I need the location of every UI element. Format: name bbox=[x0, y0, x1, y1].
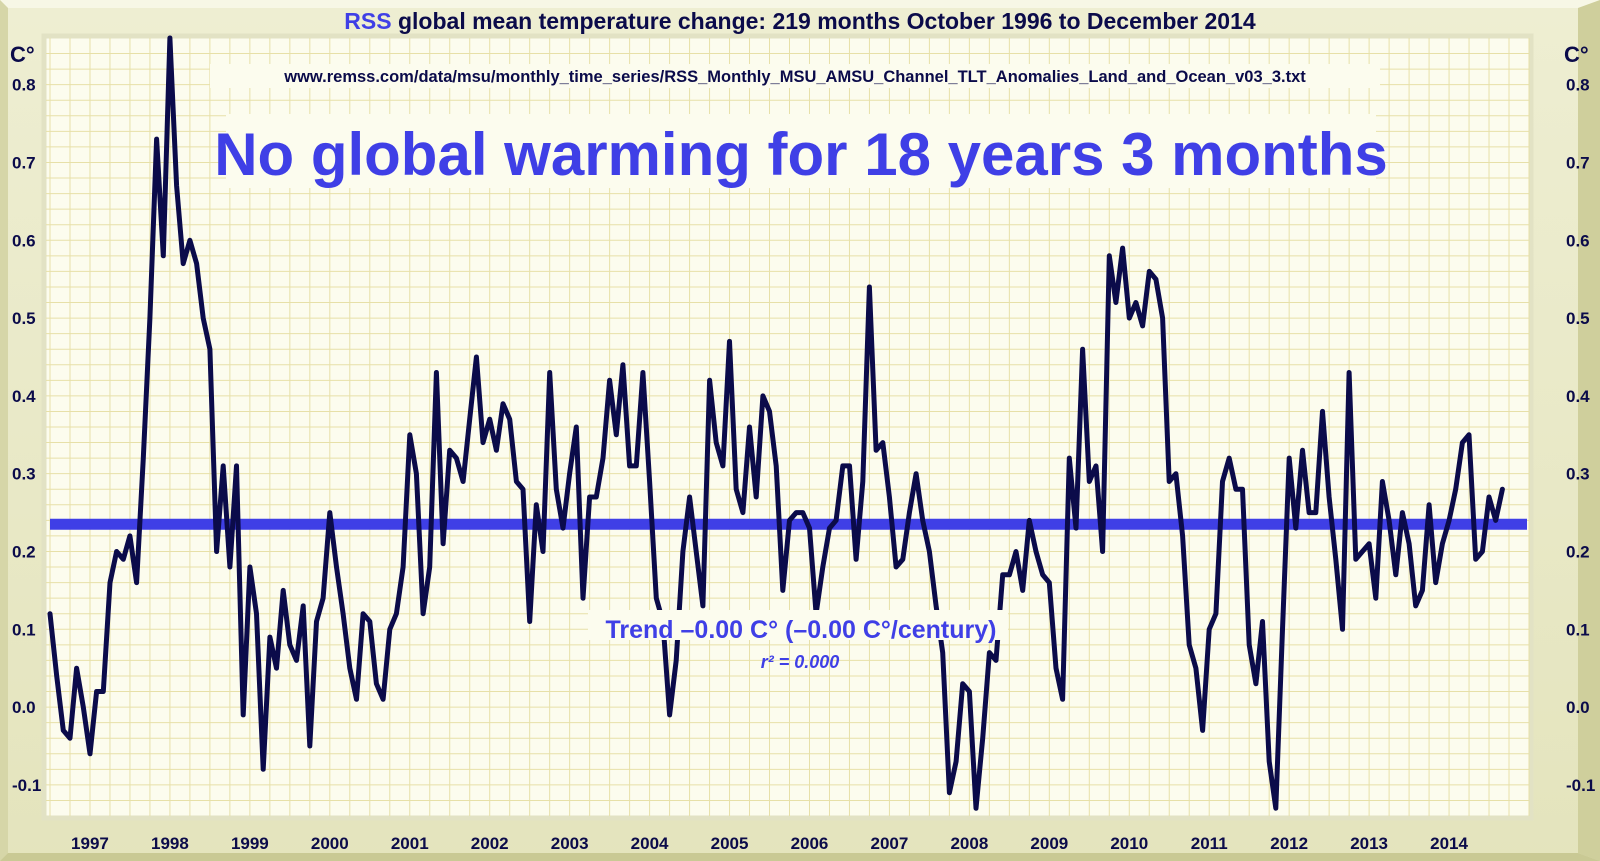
frame-bevel-bottom bbox=[0, 853, 1600, 861]
y-tick-label-right: 0.1 bbox=[1566, 620, 1590, 639]
url-annotation: www.remss.com/data/msu/monthly_time_seri… bbox=[210, 64, 1380, 88]
x-tick-label: 2001 bbox=[391, 834, 429, 853]
frame-bevel-top bbox=[0, 0, 1600, 8]
r2-label: r² = 0.000 bbox=[761, 652, 840, 672]
y-tick-label-right: 0.4 bbox=[1566, 387, 1590, 406]
y-tick-label-right: -0.1 bbox=[1566, 776, 1595, 795]
trend-annotation: Trend –0.00 C° (–0.00 C°/century) r² = 0… bbox=[588, 610, 1008, 672]
x-tick-label: 2009 bbox=[1030, 834, 1068, 853]
x-tick-label: 2006 bbox=[791, 834, 829, 853]
frame-bevel-right bbox=[1578, 0, 1600, 861]
y-tick-label-right: 0.8 bbox=[1566, 76, 1590, 95]
y-tick-label-right: 0.7 bbox=[1566, 153, 1590, 172]
y-tick-label-left: 0.6 bbox=[12, 231, 36, 250]
y-tick-label-left: 0.0 bbox=[12, 698, 36, 717]
chart-title: RSS global mean temperature change: 219 … bbox=[344, 8, 1256, 34]
trend-label: Trend –0.00 C° (–0.00 C°/century) bbox=[606, 616, 997, 644]
x-axis: 1997 1998 1999 2000 2001 2002 2003 2004 2005 2006… bbox=[71, 834, 1468, 853]
x-tick-label: 2008 bbox=[950, 834, 988, 853]
x-tick-label: 1997 bbox=[71, 834, 109, 853]
y-tick-label-left: 0.3 bbox=[12, 465, 36, 484]
y-axis-left: 0.8 0.7 0.6 0.5 0.4 0.3 0.2 0.1 0.0 -0.1 bbox=[12, 76, 41, 795]
x-tick-label: 2010 bbox=[1110, 834, 1148, 853]
headline-background bbox=[226, 114, 1376, 188]
x-tick-label: 2002 bbox=[471, 834, 509, 853]
y-tick-label-left: 0.1 bbox=[12, 620, 36, 639]
y-axis-right: 0.8 0.7 0.6 0.5 0.4 0.3 0.2 0.1 0.0 -0.1 bbox=[1566, 76, 1595, 795]
source-url: www.remss.com/data/msu/monthly_time_seri… bbox=[283, 68, 1306, 86]
y-tick-label-left: 0.5 bbox=[12, 309, 36, 328]
x-tick-label: 2007 bbox=[871, 834, 909, 853]
x-tick-label: 2014 bbox=[1430, 834, 1468, 853]
x-tick-label: 2005 bbox=[711, 834, 749, 853]
y-tick-label-right: 0.3 bbox=[1566, 465, 1590, 484]
headline-annotation: No global warming for 18 years 3 months bbox=[214, 114, 1388, 188]
y-tick-label-left: 0.8 bbox=[12, 76, 36, 95]
x-tick-label: 1999 bbox=[231, 834, 269, 853]
y-tick-label-right: 0.0 bbox=[1566, 698, 1590, 717]
frame-bevel-left bbox=[0, 0, 8, 861]
y-tick-label-left: 0.4 bbox=[12, 387, 36, 406]
y-tick-label-left: 0.7 bbox=[12, 153, 36, 172]
x-tick-label: 2012 bbox=[1270, 834, 1308, 853]
trend-label-background bbox=[588, 610, 1008, 640]
y-tick-label-right: 0.2 bbox=[1566, 542, 1590, 561]
series-line bbox=[47, 35, 1505, 811]
url-background bbox=[210, 64, 1380, 88]
x-tick-label: 2003 bbox=[551, 834, 589, 853]
x-tick-label: 2011 bbox=[1191, 834, 1228, 853]
y-tick-label-left: -0.1 bbox=[12, 776, 41, 795]
y-tick-label-left: 0.2 bbox=[12, 542, 36, 561]
x-tick-label: 2013 bbox=[1350, 834, 1388, 853]
x-tick-label: 1998 bbox=[151, 834, 189, 853]
y-tick-label-right: 0.5 bbox=[1566, 309, 1590, 328]
y-unit-left: C° bbox=[10, 42, 35, 67]
x-tick-label: 2004 bbox=[631, 834, 669, 853]
headline: No global warming for 18 years 3 months bbox=[214, 121, 1388, 188]
y-tick-label-right: 0.6 bbox=[1566, 231, 1590, 250]
title-accent: RSS bbox=[344, 8, 391, 34]
y-unit-right: C° bbox=[1564, 42, 1589, 67]
title-rest: global mean temperature change: 219 mont… bbox=[392, 8, 1256, 34]
x-tick-label: 2000 bbox=[311, 834, 349, 853]
